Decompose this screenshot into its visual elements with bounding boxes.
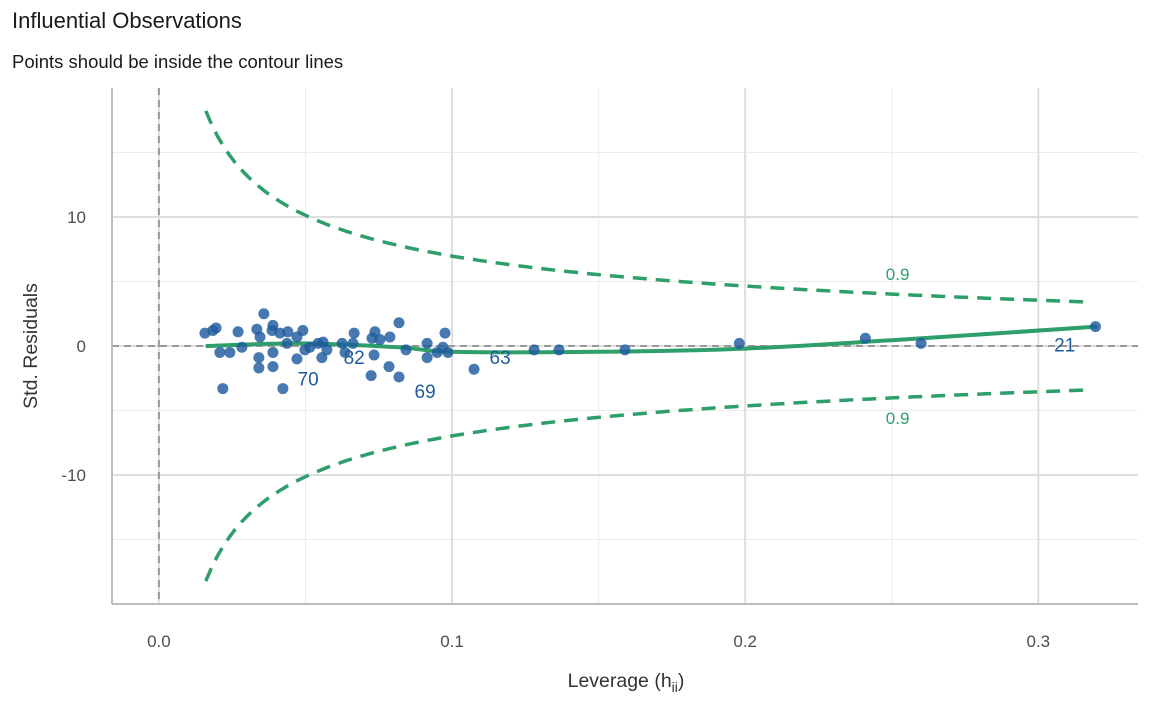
data-point: [214, 346, 226, 358]
data-point: [733, 337, 745, 349]
point-label: 21: [1054, 336, 1075, 357]
data-point: [915, 337, 927, 349]
x-tick-label: 0.0: [147, 632, 171, 651]
data-point: [281, 337, 293, 349]
point-label: 63: [490, 348, 511, 369]
point-label: 70: [298, 369, 319, 390]
loess-smooth-line: [205, 324, 1098, 355]
contour-label: 0.9: [886, 409, 910, 428]
data-point: [421, 337, 433, 349]
data-point: [383, 361, 395, 373]
data-point: [374, 334, 386, 346]
x-axis-label-main: Leverage (h: [568, 670, 672, 692]
data-point: [393, 317, 405, 329]
x-axis-label: Leverage (hii): [568, 670, 685, 695]
contour-upper: [204, 110, 1092, 304]
data-point: [368, 349, 380, 361]
data-point: [365, 370, 377, 382]
point-label: 69: [415, 382, 436, 403]
data-point: [439, 327, 451, 339]
data-point: [442, 346, 454, 358]
data-point: [421, 352, 433, 364]
contour-lower: [204, 388, 1092, 582]
data-point: [253, 362, 265, 374]
data-point: [619, 344, 631, 356]
x-tick-label: 0.3: [1027, 632, 1051, 651]
chart-title: Influential Observations: [12, 8, 242, 33]
y-tick-label: 10: [67, 208, 86, 227]
data-point: [224, 346, 236, 358]
data-point: [1089, 321, 1101, 333]
contour-label: 0.9: [886, 265, 910, 284]
chart-subtitle: Points should be inside the contour line…: [12, 51, 343, 72]
data-point: [277, 383, 289, 395]
y-tick-label: -10: [61, 466, 86, 485]
data-point: [267, 361, 279, 373]
x-axis-label-subscript: ii: [672, 679, 678, 695]
y-tick-label: 0: [77, 337, 86, 356]
data-point: [384, 331, 396, 343]
data-point: [553, 344, 565, 356]
cooks-distance-contours: 0.9 0.9: [204, 110, 1092, 582]
point-labels: 70 82 69 63 21: [298, 336, 1076, 403]
data-point: [468, 363, 480, 375]
data-point: [297, 325, 309, 337]
data-point: [393, 371, 405, 383]
data-point: [859, 332, 871, 344]
y-axis-label: Std. Residuals: [20, 283, 42, 409]
smooth-line: [205, 324, 1098, 355]
data-point: [282, 326, 294, 338]
data-point: [291, 353, 303, 365]
data-point: [232, 326, 244, 338]
data-point: [321, 344, 333, 356]
data-point: [267, 346, 279, 358]
axes: 0.0 0.1 0.2 0.3 -10 0 10: [61, 88, 1138, 651]
data-point: [304, 341, 316, 353]
data-point: [210, 322, 222, 334]
data-point: [258, 308, 270, 320]
data-point: [336, 337, 348, 349]
data-point: [253, 352, 265, 364]
data-point: [348, 327, 360, 339]
data-point: [236, 341, 248, 353]
x-axis-label-close: ): [678, 670, 685, 692]
data-point: [254, 331, 266, 343]
x-tick-label: 0.1: [440, 632, 464, 651]
data-point: [528, 344, 540, 356]
x-tick-label: 0.2: [733, 632, 757, 651]
data-point: [400, 344, 412, 356]
data-point: [339, 346, 351, 358]
data-point: [347, 337, 359, 349]
data-point: [217, 383, 229, 395]
point-label: 82: [344, 348, 365, 369]
data-points: [199, 308, 1101, 395]
